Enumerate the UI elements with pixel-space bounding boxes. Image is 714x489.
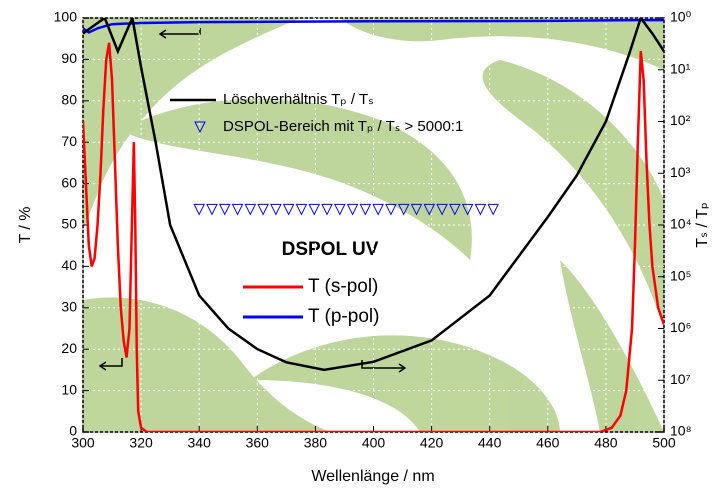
y2-tick-label: 10⁰	[670, 9, 692, 25]
x-axis-title: Wellenlänge / nm	[311, 468, 434, 485]
x-tick-label: 320	[129, 435, 153, 451]
y-axis-title: T / %	[17, 206, 34, 243]
x-tick-label: 460	[536, 435, 560, 451]
marker	[397, 203, 410, 216]
y-tick-label: 40	[61, 257, 77, 273]
legend-label: T (p-pol)	[308, 306, 379, 327]
marker	[449, 203, 461, 216]
legend-title: DSPOL UV	[282, 239, 379, 260]
marker	[487, 203, 499, 216]
marker	[206, 203, 218, 216]
marker	[346, 203, 359, 216]
legend-label: T (s-pol)	[308, 276, 378, 297]
marker	[244, 203, 257, 216]
y2-tick-label: 10⁴	[670, 216, 692, 232]
marker	[372, 203, 384, 216]
x-tick-label: 420	[420, 435, 444, 451]
marker	[321, 203, 333, 216]
x-tick-label: 440	[478, 435, 502, 451]
background-decoration	[83, 18, 664, 432]
y2-tick-label: 10⁸	[670, 423, 692, 439]
x-tick-label: 500	[652, 435, 676, 451]
marker	[333, 203, 346, 216]
marker	[474, 203, 487, 216]
y-tick-label: 20	[61, 340, 77, 356]
series-line	[83, 42, 664, 432]
y-tick-label: 0	[69, 423, 77, 439]
y-tick-label: 60	[61, 174, 77, 190]
legend-label: Löschverhältnis Tₚ / Tₛ	[223, 91, 374, 108]
y2-tick-label: 10³	[670, 164, 691, 180]
marker	[410, 203, 423, 216]
y-tick-label: 30	[61, 299, 77, 315]
marker	[295, 203, 308, 216]
marker	[231, 203, 244, 216]
legend-marker	[194, 121, 206, 134]
y-tick-label: 70	[61, 133, 77, 149]
y2-tick-label: 10¹	[670, 60, 691, 76]
marker	[257, 203, 269, 216]
series-line	[83, 18, 664, 34]
y-tick-label: 90	[61, 50, 77, 66]
series-line	[83, 18, 664, 372]
y-tick-label: 50	[61, 216, 77, 232]
marker	[282, 203, 295, 216]
y2-tick-label: 10⁶	[670, 319, 691, 335]
marker	[385, 203, 397, 216]
x-tick-label: 360	[246, 435, 270, 451]
marker	[461, 203, 474, 216]
marker	[436, 203, 448, 216]
y2-tick-label: 10⁷	[670, 371, 691, 387]
x-tick-label: 480	[594, 435, 618, 451]
marker	[193, 203, 206, 216]
marker	[423, 203, 436, 216]
x-tick-label: 400	[362, 435, 386, 451]
y-tick-label: 100	[54, 9, 78, 25]
y2-axis-title: Tₛ / Tₚ	[694, 202, 711, 247]
marker	[218, 203, 231, 216]
x-tick-label: 380	[304, 435, 328, 451]
y-tick-label: 10	[61, 381, 77, 397]
marker	[359, 203, 372, 216]
x-tick-label: 300	[71, 435, 95, 451]
legend-label: DSPOL-Bereich mit Tₚ / Tₛ > 5000:1	[223, 118, 463, 135]
y2-tick-label: 10⁵	[670, 267, 691, 283]
marker	[308, 203, 321, 216]
y2-tick-label: 10²	[670, 112, 691, 128]
marker	[270, 203, 282, 216]
x-tick-label: 340	[188, 435, 212, 451]
y-tick-label: 80	[61, 92, 77, 108]
